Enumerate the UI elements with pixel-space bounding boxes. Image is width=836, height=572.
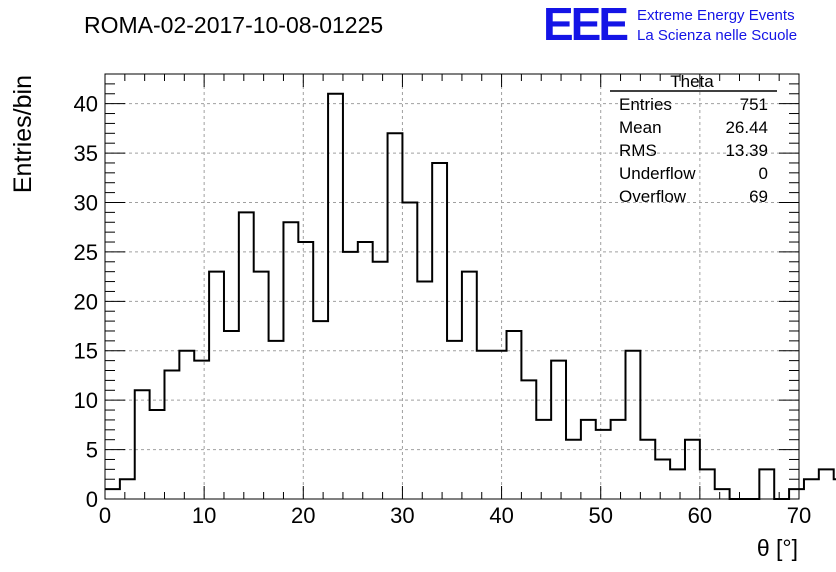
histogram-bin [819, 469, 834, 499]
y-tick-label: 5 [86, 438, 98, 463]
x-tick-labels: 0 10 20 30 40 50 60 70 [99, 503, 811, 528]
histogram-bin [640, 440, 655, 499]
histogram-bin [804, 479, 819, 499]
axis-ticks [104, 73, 800, 500]
histogram-bin [626, 351, 641, 499]
histogram-bin [313, 321, 328, 499]
stats-row-label: Underflow [619, 164, 696, 183]
run-title: ROMA-02-2017-10-08-01225 [84, 12, 383, 38]
histogram-bin [521, 380, 536, 499]
histogram-bin [581, 420, 596, 499]
histogram-bin [358, 242, 373, 499]
y-tick-label: 10 [74, 388, 98, 413]
stats-row-label: Mean [619, 118, 662, 137]
histogram-bin [150, 410, 165, 499]
y-tick-label: 25 [74, 240, 98, 265]
y-tick-label: 20 [74, 289, 98, 314]
x-tick-label: 40 [489, 503, 513, 528]
histogram-bin [789, 489, 804, 499]
histogram-bin [209, 272, 224, 499]
stats-row-label: Entries [619, 95, 672, 114]
y-tick-labels: 0 5 10 15 20 25 30 35 40 [74, 92, 98, 512]
x-tick-label: 0 [99, 503, 111, 528]
histogram-bars [105, 92, 836, 500]
x-axis-label: θ [°] [757, 535, 798, 561]
x-tick-label: 50 [588, 503, 612, 528]
logo-text: EEE [543, 0, 627, 50]
histogram-bin [611, 420, 626, 499]
stats-row-label: RMS [619, 141, 657, 160]
histogram-bin [477, 351, 492, 499]
stats-row-value: 69 [749, 187, 768, 206]
histogram-bin [179, 351, 194, 499]
histogram-bin [655, 459, 670, 499]
histogram-bin [373, 262, 388, 499]
histogram-bin [388, 133, 403, 499]
histogram-bin [269, 341, 284, 499]
histogram-bin [670, 469, 685, 499]
plot-frame [104, 73, 800, 500]
x-tick-label: 10 [192, 503, 216, 528]
histogram-bin [194, 361, 209, 499]
stats-row-value: 26.44 [725, 118, 768, 137]
logo-line-2: La Scienza nelle Scuole [637, 27, 797, 44]
stats-row-value: 0 [759, 164, 768, 183]
y-axis-label: Entries/bin [9, 75, 37, 193]
histogram-bin [551, 361, 566, 499]
histogram-bin [700, 469, 715, 499]
histogram-bin [715, 489, 730, 499]
y-tick-label: 35 [74, 141, 98, 166]
x-tick-label: 60 [688, 503, 712, 528]
y-tick-label: 15 [74, 339, 98, 364]
stats-title: Theta [670, 72, 714, 91]
stats-box: Theta Entries 751 Mean 26.44 RMS 13.39 Underfl… [610, 72, 777, 206]
stats-row-value: 13.39 [725, 141, 768, 160]
stats-row-label: Overflow [619, 187, 687, 206]
histogram-bin [402, 202, 417, 499]
histogram-bin [164, 371, 179, 499]
stats-row-value: 751 [740, 95, 768, 114]
histogram-bin [254, 272, 269, 499]
y-tick-label: 0 [86, 487, 98, 512]
histogram-bin [759, 469, 774, 499]
histogram-outline [105, 92, 836, 500]
eee-logo: EEE Extreme Energy Events La Scienza nel… [543, 0, 797, 50]
histogram-bin [135, 390, 150, 499]
histogram-bin [328, 94, 343, 499]
histogram-bin [298, 242, 313, 499]
x-tick-label: 30 [390, 503, 414, 528]
histogram-bin [536, 420, 551, 499]
histogram-bin [417, 282, 432, 499]
x-tick-label: 20 [291, 503, 315, 528]
histogram-bin [239, 212, 254, 499]
x-tick-label: 70 [787, 503, 811, 528]
grid-lines [105, 74, 799, 499]
histogram-bin [596, 430, 611, 499]
histogram-bin [507, 331, 522, 499]
logo-line-1: Extreme Energy Events [637, 7, 795, 24]
histogram-bin [105, 489, 120, 499]
histogram-bin [566, 440, 581, 499]
histogram-bin [462, 272, 477, 499]
histogram-bin [685, 440, 700, 499]
histogram-bin [120, 479, 135, 499]
histogram-bin [283, 222, 298, 499]
histogram-bin [224, 331, 239, 499]
y-tick-label: 40 [74, 92, 98, 117]
histogram-bin [343, 252, 358, 499]
histogram-bin [432, 163, 447, 499]
y-tick-label: 30 [74, 190, 98, 215]
histogram-bin [492, 351, 507, 499]
histogram-bin [447, 341, 462, 499]
